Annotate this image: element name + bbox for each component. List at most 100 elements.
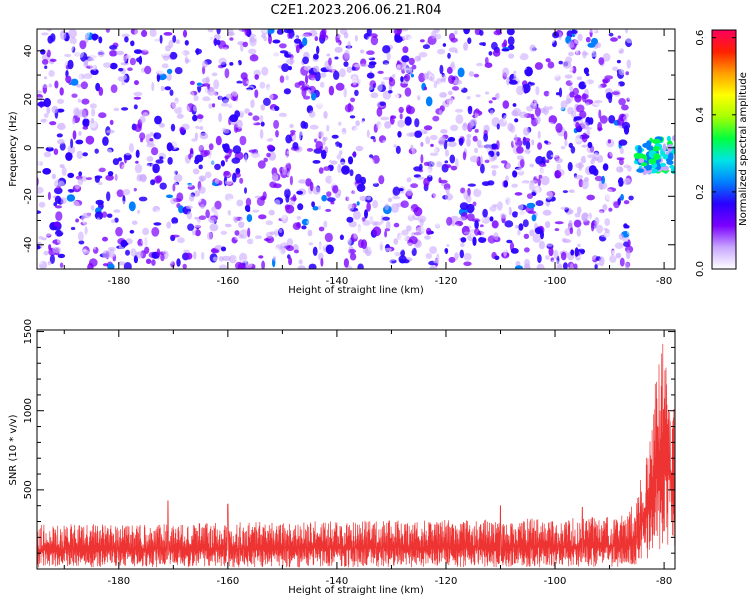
spectrogram-cell [452, 169, 459, 175]
spectrogram-cell [37, 157, 41, 167]
spectrogram-cell [577, 33, 583, 42]
spectrogram-cell [56, 238, 62, 244]
spectrogram-cell [494, 255, 500, 261]
spectrogram-cell [326, 191, 332, 197]
spectrogram-cell [277, 252, 285, 261]
spectrogram-cell [396, 64, 401, 72]
spectrogram-cell [581, 132, 588, 143]
spectrogram-cell [82, 206, 87, 211]
spectrogram-cell [380, 251, 390, 255]
spectrogram-cell [261, 242, 269, 252]
spectrogram-cell [394, 252, 401, 257]
spectrogram-cell [298, 179, 307, 184]
spectrogram-cell [407, 35, 415, 42]
spectrogram-cell [216, 180, 223, 186]
spectrogram-cell [59, 197, 67, 205]
spectrogram-cell [486, 225, 495, 232]
spectrogram-cell [76, 207, 81, 218]
spectrogram-cell [237, 100, 243, 105]
spectrogram-cell [511, 211, 519, 218]
spectrogram-cell [338, 121, 342, 126]
spectrogram-cell [43, 250, 49, 256]
spectrogram-cell [546, 190, 556, 197]
spectrogram-cell [201, 251, 205, 260]
spectrogram-cell [331, 118, 337, 122]
spectrogram-cell [546, 150, 554, 160]
spectrogram-cell [394, 92, 400, 99]
spectrogram-cell [535, 86, 540, 96]
spectrogram-cell [594, 216, 600, 226]
spectrogram-cell [422, 166, 430, 174]
spectrogram-cell [428, 62, 435, 71]
spectrogram-cell [111, 219, 116, 224]
spectrogram-cell [514, 265, 523, 269]
spectrogram-cell [538, 174, 543, 179]
spectrogram-cell [75, 139, 84, 145]
spectrogram-cell [523, 127, 530, 136]
spectrogram-cell [484, 57, 489, 65]
spectrogram-cell [129, 229, 135, 234]
spectrogram-cell [356, 201, 360, 206]
spectrogram-cell [335, 82, 345, 91]
spectrogram-cell [363, 96, 372, 105]
spectrogram-cell [127, 67, 133, 71]
spectrogram-cell [581, 237, 587, 242]
spectrogram-cell [167, 207, 174, 215]
spectrogram-cell [116, 189, 124, 198]
spectrogram-cell [244, 108, 250, 114]
spectrogram-cell [40, 49, 46, 55]
spectrogram-cell [82, 126, 89, 130]
spectrogram-cell [419, 189, 425, 195]
spectrogram-cell [59, 87, 64, 96]
spectrogram-cell [578, 81, 587, 90]
colorbar: 0.00.20.40.6 Normalized spectral amplitu… [695, 29, 749, 277]
spectrogram-cell [98, 36, 103, 44]
spectrogram-cell [261, 260, 265, 269]
spectrogram-cell [281, 63, 290, 72]
spectrogram-cell [136, 57, 142, 63]
spectrogram-cell [383, 255, 386, 259]
spectrogram-cell [314, 36, 319, 42]
spectrogram-cell [87, 262, 94, 269]
spectrogram-cell [161, 111, 167, 116]
spectrogram-cell [457, 194, 466, 203]
spectrogram-cell [209, 223, 219, 232]
spectrogram-cell [135, 160, 139, 164]
spectrogram-cell [71, 46, 76, 53]
spectrogram-cell [311, 201, 315, 208]
spectrogram-cell [523, 233, 530, 239]
spectrogram-cell [548, 92, 556, 97]
spectrogram-cell [44, 65, 48, 69]
spectrogram-cell [38, 201, 46, 208]
spectrogram-cell [123, 262, 132, 269]
spectrogram-cell [446, 66, 453, 75]
spectrogram-cell [487, 101, 492, 110]
spectrogram-cell [107, 171, 114, 177]
spectrogram-cell [454, 252, 459, 261]
spectrogram-cell [207, 29, 214, 33]
spectrogram-cell [54, 195, 62, 204]
spectrogram-cell [320, 257, 324, 267]
spectrogram-cell [102, 250, 111, 259]
spectrogram-cell [611, 91, 620, 95]
spectrogram-cell [57, 122, 66, 131]
spectrogram-cell [38, 260, 48, 269]
spectrogram-cell [367, 243, 373, 252]
spectrogram-cell [261, 29, 270, 35]
x-tick-label: -160 [217, 276, 240, 287]
spectrogram-cell [548, 115, 558, 125]
spectrogram-cell [505, 86, 514, 92]
spectrogram-cell [235, 261, 243, 269]
spectrogram-cell [341, 127, 347, 135]
spectrogram-signal-cell [638, 158, 645, 164]
spectrogram-cell [491, 203, 497, 208]
spectrogram-cell [144, 246, 150, 254]
spectrogram-cell [372, 200, 379, 209]
spectrogram-cell [223, 143, 230, 153]
spectrogram-cell [345, 247, 350, 256]
spectrogram-cell [43, 151, 52, 158]
spectrogram-cell [563, 177, 570, 188]
spectrogram-cell [259, 49, 269, 57]
spectrogram-cell [437, 155, 444, 163]
